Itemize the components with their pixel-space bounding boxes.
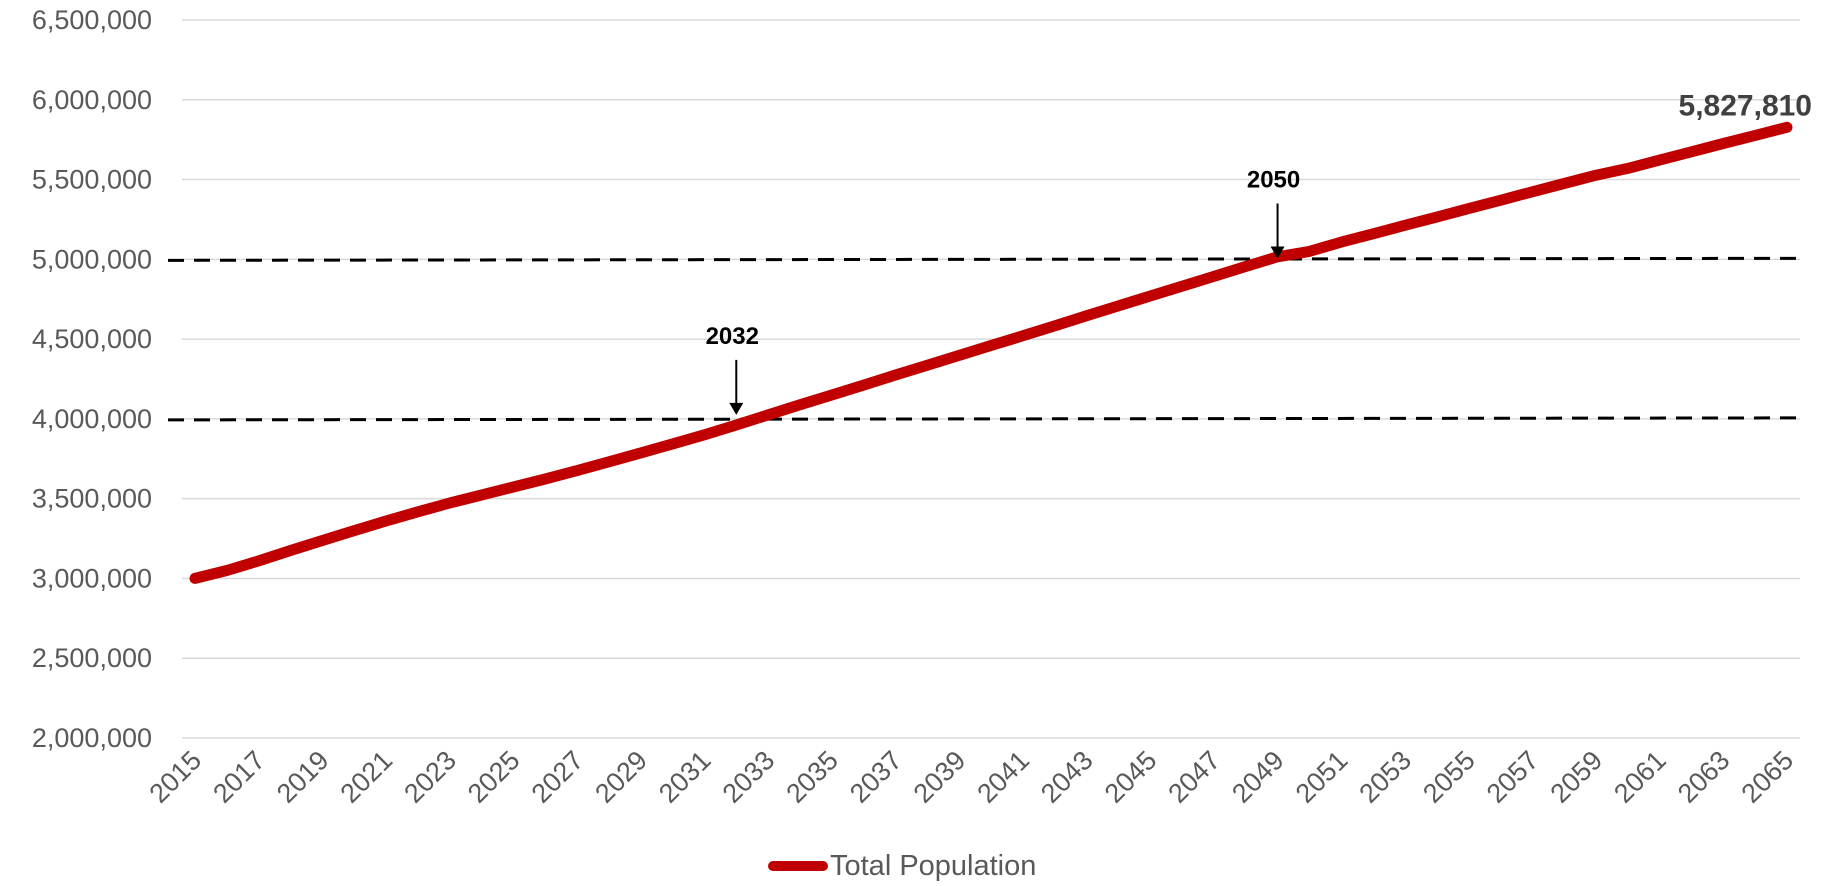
annotation-label: 2050 [1247, 167, 1300, 194]
x-tick-label: 2053 [1353, 745, 1417, 809]
y-tick-label: 5,500,000 [32, 165, 152, 195]
x-tick-label: 2023 [398, 745, 462, 809]
annotation-arrow-head [1270, 246, 1285, 259]
annotation-label: 2032 [706, 323, 759, 350]
y-tick-label: 2,000,000 [32, 723, 152, 753]
reference-line-5000000 [167, 256, 1801, 262]
x-tick-label: 2059 [1545, 745, 1609, 809]
x-tick-label: 2037 [844, 745, 908, 809]
y-tick-label: 3,500,000 [32, 484, 152, 514]
reference-lines [167, 256, 1801, 422]
x-tick-label: 2017 [207, 745, 271, 809]
x-tick-label: 2061 [1608, 745, 1672, 809]
x-tick-label: 2033 [717, 745, 781, 809]
x-tick-label: 2065 [1736, 745, 1800, 809]
x-tick-label: 2029 [589, 745, 653, 809]
x-tick-label: 2031 [653, 745, 717, 809]
y-axis-tick-labels: 2,000,000 2,500,000 3,000,000 3,500,000 4,00… [32, 5, 152, 753]
y-tick-label: 4,000,000 [32, 404, 152, 434]
x-tick-label: 2041 [971, 745, 1035, 809]
legend: Total Population [768, 846, 1036, 886]
x-tick-label: 2043 [1035, 745, 1099, 809]
x-tick-label: 2051 [1290, 745, 1354, 809]
x-axis-tick-labels: 2015 2017 2019 2021 2023 2025 2027 2029 2031 2033… [144, 745, 1800, 809]
x-tick-label: 2063 [1672, 745, 1736, 809]
y-tick-label: 6,000,000 [32, 85, 152, 115]
x-tick-label: 2047 [1162, 745, 1226, 809]
x-tick-label: 2021 [335, 745, 399, 809]
x-tick-label: 2039 [908, 745, 972, 809]
x-tick-label: 2035 [780, 745, 844, 809]
annotation-arrow-head [729, 402, 744, 415]
y-tick-label: 2,500,000 [32, 643, 152, 673]
y-tick-label: 4,500,000 [32, 324, 152, 354]
x-tick-label: 2025 [462, 745, 526, 809]
y-tick-label: 3,000,000 [32, 563, 152, 593]
y-tick-label: 6,500,000 [32, 5, 152, 35]
annotations: 2032 2050 5,827,810 [706, 89, 1812, 415]
series-line-total-population [189, 121, 1793, 584]
x-tick-label: 2057 [1481, 745, 1545, 809]
x-tick-label: 2027 [526, 745, 590, 809]
x-tick-label: 2019 [271, 745, 335, 809]
legend-label: Total Population [830, 849, 1037, 882]
x-tick-label: 2055 [1417, 745, 1481, 809]
y-tick-label: 5,000,000 [32, 244, 152, 274]
x-tick-label: 2015 [144, 745, 208, 809]
reference-line-4000000 [167, 416, 1801, 422]
end-value-label: 5,827,810 [1679, 89, 1812, 122]
legend-swatch-total-population [768, 861, 828, 871]
series-layer [189, 121, 1793, 584]
gridlines [182, 19, 1800, 739]
x-tick-label: 2049 [1226, 745, 1290, 809]
x-tick-label: 2045 [1099, 745, 1163, 809]
